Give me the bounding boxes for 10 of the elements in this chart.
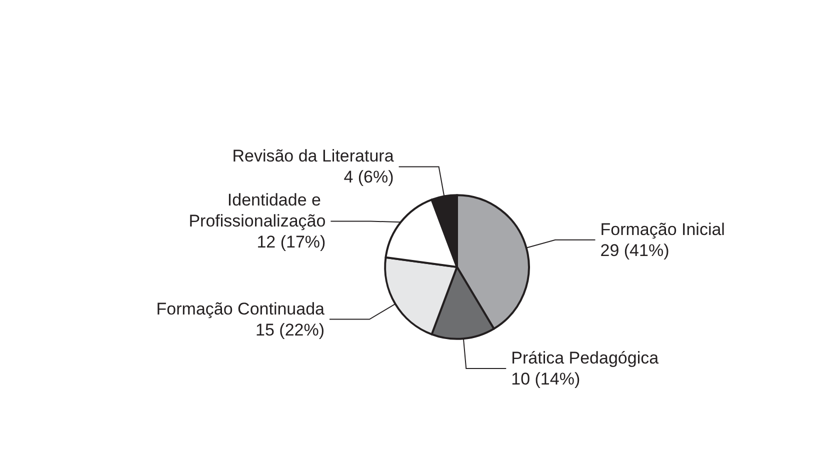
data-label: 29 (41%) xyxy=(600,240,670,260)
data-label: 15 (22%) xyxy=(256,320,325,340)
data-label: 10 (14%) xyxy=(511,370,580,389)
slice-label: Identidade e Profissionalização xyxy=(188,190,326,231)
slice-label: Formação Continuada xyxy=(156,299,326,318)
slice-label: Revisão da Literatura xyxy=(232,146,394,166)
data-label: 12 (17%) xyxy=(256,232,326,252)
data-label: 4 (6%) xyxy=(344,168,394,187)
slice-label: Prática Pedagógica xyxy=(511,348,660,368)
slice-label: Formação Inicial xyxy=(600,220,725,239)
